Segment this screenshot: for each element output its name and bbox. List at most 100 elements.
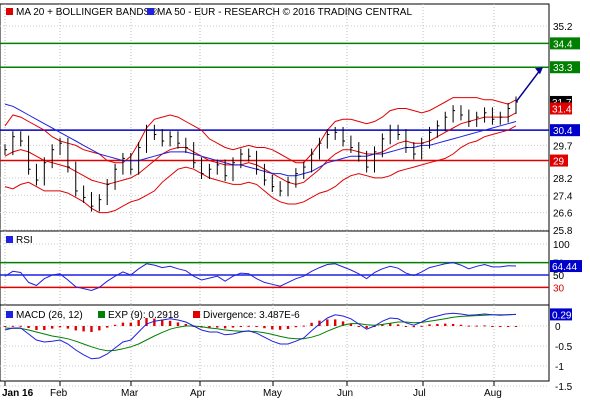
legend-label-ma50: MA 50 - EUR - RESEARCH: [157, 7, 280, 18]
level-tag-support: [550, 154, 568, 167]
divergence-bar: [420, 325, 423, 327]
divergence-bar: [58, 326, 62, 328]
month-label: Jul: [413, 388, 426, 399]
price-tag-ma: [550, 102, 572, 115]
level-lines: [0, 42, 549, 289]
divergence-bar: [19, 325, 22, 327]
divergence-bar: [129, 322, 132, 326]
macd-tick-label: 0: [555, 322, 561, 333]
divergence-bar: [428, 324, 431, 326]
divergence-bar: [302, 325, 305, 327]
month-label: Jan 16: [2, 388, 34, 399]
divergence-bar: [499, 326, 502, 327]
rsi-legend: RSI: [6, 235, 33, 246]
divergence-bar: [35, 326, 38, 330]
month-label: Jun: [337, 388, 353, 399]
divergence-bar: [451, 324, 455, 326]
divergence-bar: [121, 322, 125, 326]
divergence-bar: [27, 326, 30, 328]
divergence-bar: [247, 325, 250, 327]
divergence-bar: [50, 326, 54, 329]
divergence-bar: [357, 326, 360, 327]
price-tick-label: 26.6: [553, 209, 573, 220]
level-tag-text: 29: [553, 157, 565, 168]
macd-line: [4, 312, 517, 360]
divergence-bar: [412, 326, 415, 328]
rsi-legend-swatch: [6, 236, 13, 243]
divergence-bar: [404, 326, 408, 327]
divergence-bar: [263, 326, 266, 329]
divergence-legend-swatch: [193, 311, 200, 318]
divergence-bar: [106, 326, 109, 328]
divergence-bar: [66, 326, 70, 329]
price-tick-label: 27.4: [553, 191, 573, 202]
svg-text:MA 50 - EUR - RESEARCH © 2016: MA 50 - EUR - RESEARCH © 2016 TRADING CE…: [157, 7, 412, 18]
divergence-bar: [145, 318, 148, 326]
divergence-bar: [333, 319, 337, 326]
divergence-bar: [153, 318, 156, 326]
forecast-arrow-line: [515, 69, 541, 103]
level-tag-resistance: [550, 37, 580, 50]
month-label: Aug: [484, 388, 502, 399]
bollinger-upper-line: [4, 97, 517, 164]
divergence-bar: [381, 324, 384, 326]
forecast-arrow-head: [535, 67, 543, 75]
divergence-bar: [168, 320, 172, 326]
divergence-bar: [310, 322, 313, 326]
divergence-bar: [271, 326, 274, 330]
legend-swatch-ma50: [147, 8, 154, 15]
rsi-value-tag: [550, 260, 582, 273]
month-label: Mar: [121, 388, 139, 399]
divergence-bar: [208, 326, 211, 328]
divergence-bar: [444, 323, 447, 326]
exp-legend-swatch: [98, 311, 105, 318]
divergence-bar: [326, 319, 329, 326]
divergence-bar: [239, 326, 243, 327]
divergence-bar: [396, 324, 400, 326]
divergence-bar: [184, 324, 188, 326]
macd-value-tag: [550, 308, 572, 321]
price-tag-text: 31.4: [552, 104, 572, 115]
header-legend: MA 20 + BOLLINGER BANDS® MA 50 - EUR - R…: [6, 7, 412, 18]
divergence-bar: [483, 325, 486, 327]
signal-line: [4, 313, 517, 352]
divergence-bar: [43, 326, 46, 330]
divergence-bar: [286, 326, 290, 329]
divergence-bar: [514, 326, 518, 327]
svg-text:MA 20 + BOLLINGER BANDS®: MA 20 + BOLLINGER BANDS®: [16, 7, 158, 18]
divergence-bar: [467, 325, 471, 327]
rsi-value-tag-text: 64.44: [552, 262, 577, 273]
divergence-bar: [161, 319, 164, 326]
axes: 25.8 26.6 27.4 28.2 29.7 35.2 100 50 0 -0.5 -1 -1.5…: [2, 22, 573, 399]
month-label: Feb: [50, 388, 68, 399]
rsi-level-label: 30: [553, 283, 565, 294]
divergence-bar: [98, 326, 101, 331]
divergence-bar: [82, 326, 85, 332]
level-tag-text: 30.4: [553, 126, 573, 137]
level-tag-text: 34.4: [553, 39, 573, 50]
price-tick-label: 25.8: [553, 226, 573, 237]
macd-legend-swatch: [6, 311, 13, 318]
level-tag-pivot: [550, 124, 580, 137]
month-label: Apr: [190, 388, 206, 399]
macd-panel: [0, 304, 550, 382]
legend-suffix-ma20: ®: [150, 7, 158, 18]
grid: [0, 4, 549, 387]
macd-value-tag-text: 0.29: [552, 310, 572, 321]
macd-tick-label: -0.5: [555, 342, 573, 353]
legend-swatch-ma20: [6, 8, 13, 15]
divergence-bar: [3, 326, 7, 327]
divergence-bar: [231, 326, 235, 328]
divergence-bar: [11, 325, 15, 327]
divergence-bar: [459, 324, 463, 326]
macd-tick-label: -1.5: [555, 382, 573, 393]
divergence-legend-label: Divergence: 3.487E-6: [203, 310, 300, 321]
divergence-bar: [491, 326, 494, 327]
exp-legend-label: EXP (9): 0.2918: [108, 310, 179, 321]
divergence-bar: [113, 324, 117, 326]
macd-legend: MACD (26, 12) EXP (9): 0.2918 Divergence…: [6, 310, 300, 321]
divergence-bar: [365, 326, 368, 329]
bollinger-lower-line: [4, 125, 517, 214]
rsi-title: RSI: [16, 235, 33, 246]
